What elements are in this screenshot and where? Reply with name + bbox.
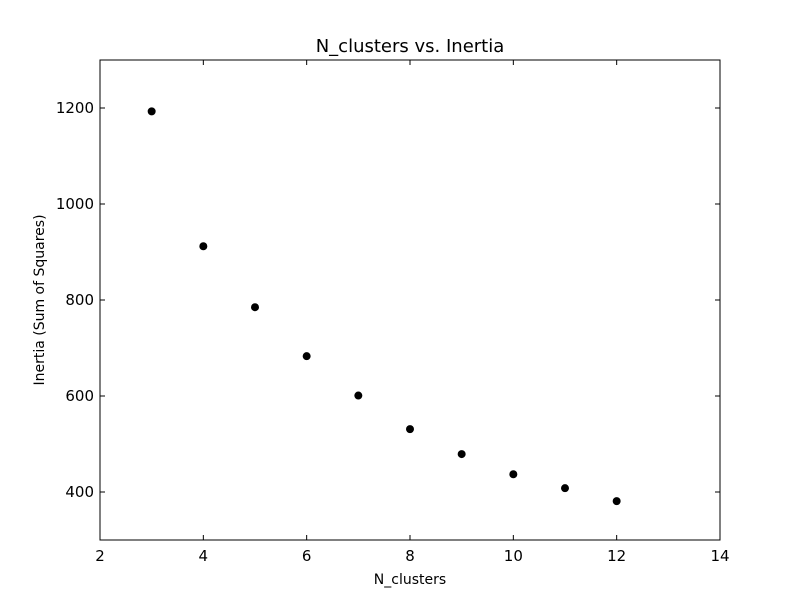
x-tick-label: 2 [95, 547, 105, 565]
y-tick-label: 1000 [56, 195, 94, 213]
chart-title: N_clusters vs. Inertia [316, 36, 505, 57]
data-point [457, 450, 466, 459]
data-point [251, 303, 259, 312]
x-tick-label: 12 [607, 547, 626, 565]
data-point [199, 242, 208, 251]
x-tick-label: 14 [710, 547, 729, 565]
ticks: 2 4 6 8 10 12 14 400 600 800 1000 1200 [56, 60, 730, 565]
x-tick-label: 8 [405, 547, 415, 565]
data-point [302, 352, 311, 361]
data-point [509, 470, 518, 479]
data-point [561, 484, 569, 493]
y-tick-label: 600 [65, 387, 94, 405]
data-point [147, 107, 156, 116]
x-axis-label: N_clusters [374, 572, 446, 588]
x-tick-label: 10 [504, 547, 523, 565]
x-tick-label: 4 [199, 547, 209, 565]
plot-frame [99, 59, 721, 541]
data-point [406, 425, 414, 434]
data-points [147, 107, 621, 506]
data-point [354, 391, 363, 400]
y-axis-label: Inertia (Sum of Squares) [32, 214, 48, 385]
y-tick-label: 800 [65, 291, 94, 309]
data-point [612, 497, 621, 506]
y-tick-label: 1200 [56, 99, 94, 117]
y-tick-label: 400 [65, 483, 94, 501]
x-tick-label: 6 [302, 547, 312, 565]
